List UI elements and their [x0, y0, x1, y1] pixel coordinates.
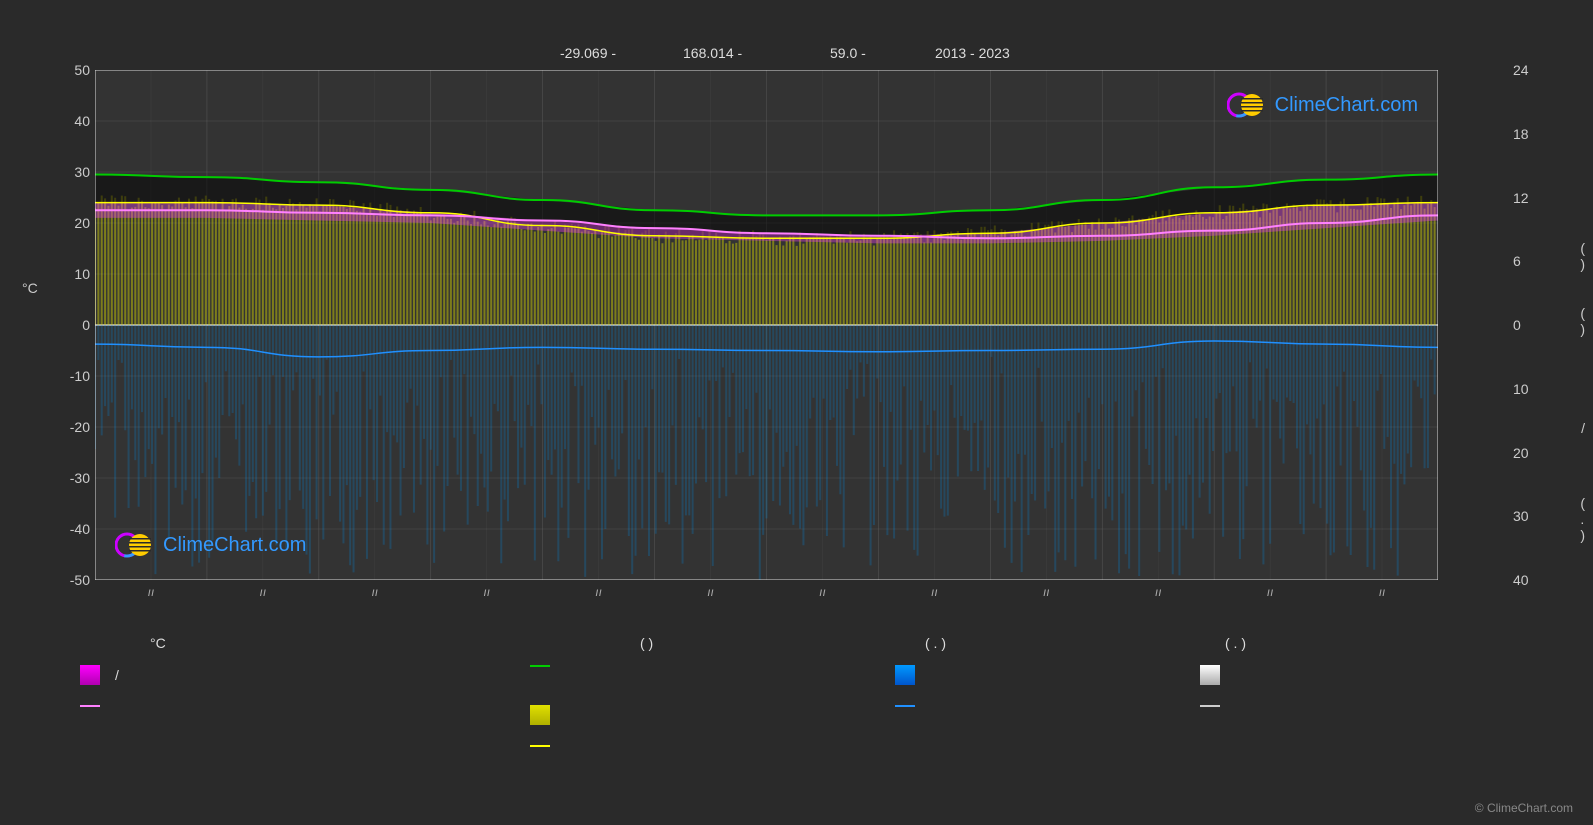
- y-right-tick: 20: [1513, 445, 1563, 461]
- magenta-swatch-icon: [80, 665, 100, 685]
- x-month-label: ıı: [707, 585, 714, 599]
- legend-header-4: ( . ): [1225, 635, 1246, 651]
- y-left-tick: -20: [40, 419, 90, 435]
- y-left-tick: -50: [40, 572, 90, 588]
- legend-yellow-box: [530, 705, 565, 725]
- chart-container: -29.069 - 168.014 - 59.0 - 2013 - 2023 °…: [0, 0, 1593, 825]
- x-month-label: ıı: [931, 585, 938, 599]
- y-right-tick: 12: [1513, 190, 1563, 206]
- x-month-label: ıı: [819, 585, 826, 599]
- y-right-ticks: 2418126010203040: [1513, 70, 1563, 580]
- y-right-paren-4: ( . ): [1580, 495, 1585, 543]
- legend-yellow-line: [530, 745, 565, 747]
- y-left-tick: 10: [40, 266, 90, 282]
- legend-magenta-box-label: /: [115, 667, 119, 683]
- x-month-label: ıı: [1379, 585, 1386, 599]
- y-left-tick: 0: [40, 317, 90, 333]
- y-left-tick: -10: [40, 368, 90, 384]
- legend-header-2: ( ): [640, 635, 653, 651]
- y-right-tick: 10: [1513, 381, 1563, 397]
- y-right-tick: 40: [1513, 572, 1563, 588]
- x-month-label: ıı: [483, 585, 490, 599]
- legend-header-3: ( . ): [925, 635, 946, 651]
- header-elev: 59.0 -: [830, 45, 866, 61]
- y-right-tick: 18: [1513, 126, 1563, 142]
- blue-line-icon: [895, 705, 915, 707]
- y-left-axis-label: °C: [22, 280, 38, 296]
- x-month-label: ıı: [595, 585, 602, 599]
- y-right-tick: 24: [1513, 62, 1563, 78]
- legend-magenta-line: [80, 705, 115, 707]
- y-left-tick: -30: [40, 470, 90, 486]
- y-right-tick: 6: [1513, 253, 1563, 269]
- chart-svg: [95, 70, 1438, 580]
- footer-copyright: © ClimeChart.com: [1475, 801, 1573, 815]
- header-lon: 168.014 -: [683, 45, 742, 61]
- white-swatch-icon: [1200, 665, 1220, 685]
- x-month-label: ıı: [1043, 585, 1050, 599]
- header-lat: -29.069 -: [560, 45, 616, 61]
- y-left-tick: 40: [40, 113, 90, 129]
- y-left-tick: 50: [40, 62, 90, 78]
- x-month-label: ıı: [260, 585, 267, 599]
- header-years: 2013 - 2023: [935, 45, 1010, 61]
- y-right-paren-2: ( ): [1580, 305, 1585, 337]
- x-month-label: ıı: [371, 585, 378, 599]
- chart-plot-area: ClimeChart.com ClimeChart.com: [95, 70, 1438, 580]
- y-right-paren-1: ( ): [1580, 240, 1585, 272]
- blue-swatch-icon: [895, 665, 915, 685]
- legend-magenta-box: /: [80, 665, 119, 685]
- y-right-tick: 30: [1513, 508, 1563, 524]
- legend-blue-box: [895, 665, 930, 685]
- green-line-icon: [530, 665, 550, 667]
- y-left-tick: 20: [40, 215, 90, 231]
- legend-blue-line: [895, 705, 930, 707]
- y-left-ticks: 50403020100-10-20-30-40-50: [40, 70, 90, 580]
- legend-header-1: °C: [150, 635, 166, 651]
- yellow-line-icon: [530, 745, 550, 747]
- x-month-label: ıı: [1267, 585, 1274, 599]
- y-right-paren-3: /: [1581, 420, 1585, 436]
- legend-green-line: [530, 665, 565, 667]
- x-month-label: ıı: [148, 585, 155, 599]
- magenta-line-icon: [80, 705, 100, 707]
- x-month-label: ıı: [1155, 585, 1162, 599]
- y-left-tick: 30: [40, 164, 90, 180]
- legend-white-line: [1200, 705, 1235, 707]
- y-left-tick: -40: [40, 521, 90, 537]
- white-line-icon: [1200, 705, 1220, 707]
- yellow-swatch-icon: [530, 705, 550, 725]
- y-right-tick: 0: [1513, 317, 1563, 333]
- legend-white-box: [1200, 665, 1235, 685]
- x-axis-labels: ıı ıı ıı ıı ıı ıı ıı ıı ıı ıı ıı ıı: [95, 585, 1438, 615]
